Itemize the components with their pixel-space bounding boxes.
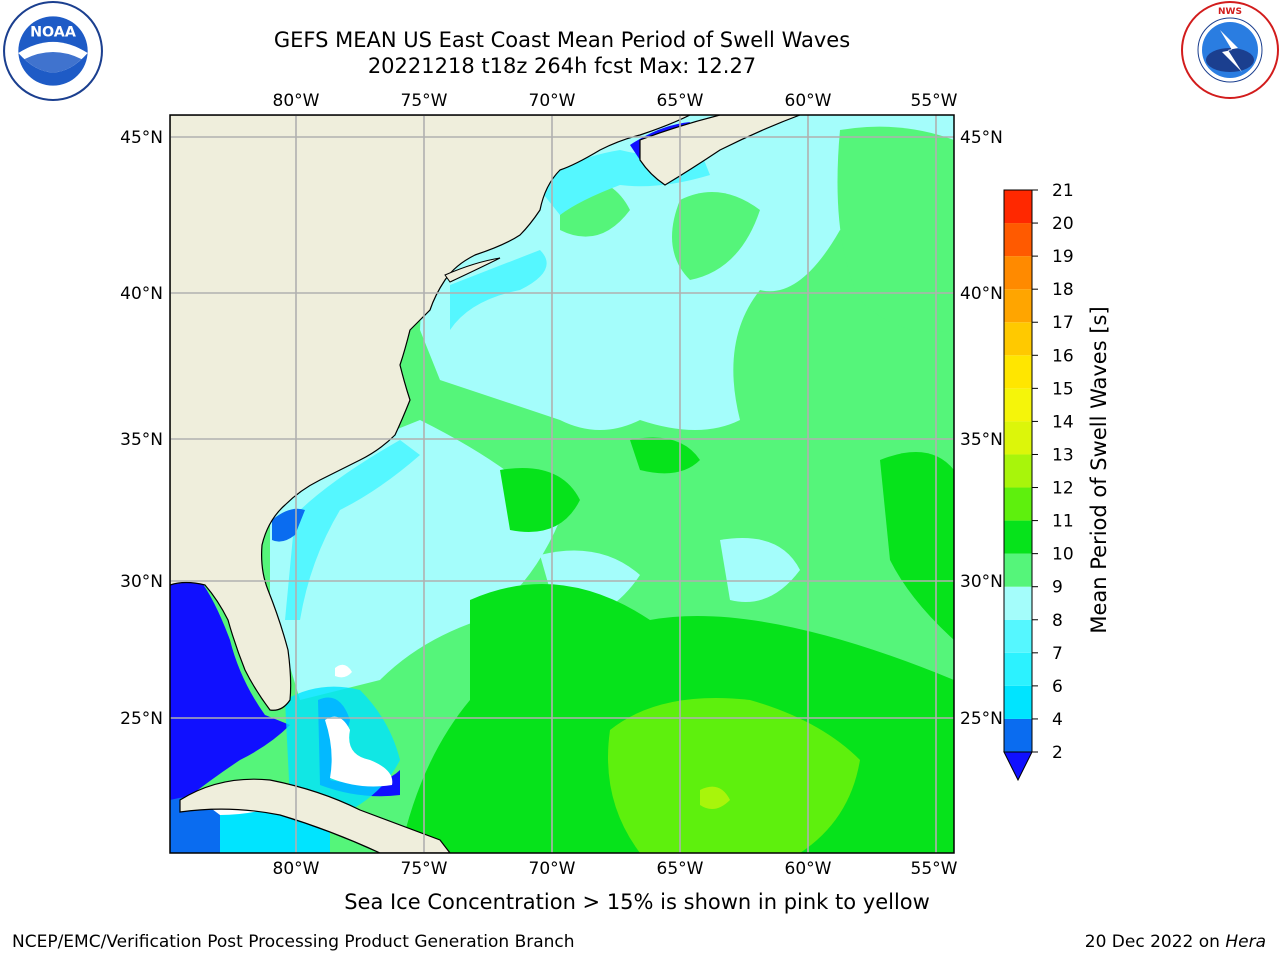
lon-label: 70°W (529, 859, 576, 879)
lon-labels-top: 80°W 75°W 70°W 65°W 60°W 55°W (273, 91, 958, 111)
field-lime (608, 698, 860, 853)
lat-label: 30°N (120, 572, 163, 592)
lon-label: 60°W (785, 91, 832, 111)
colorbar-tick-label: 12 (1052, 479, 1074, 499)
lon-label: 55°W (911, 91, 958, 111)
footer-credit: NCEP/EMC/Verification Post Processing Pr… (12, 932, 575, 952)
field-cyan-coast-3 (285, 440, 420, 620)
lat-labels-right: 45°N 40°N 35°N 30°N 25°N (960, 128, 1003, 729)
colorbar-tick-label: 2 (1052, 743, 1063, 763)
graticule (170, 115, 954, 853)
lat-labels-left: 45°N 40°N 35°N 30°N 25°N (120, 128, 163, 729)
lat-label: 35°N (960, 430, 1003, 450)
lon-label: 75°W (401, 91, 448, 111)
field-dkgreen-4 (630, 437, 700, 474)
sea-ice-note: Sea Ice Concentration > 15% is shown in … (344, 890, 930, 914)
colorbar-segment (1004, 520, 1032, 554)
colorbar-segment (1004, 190, 1032, 224)
colorbar-tick-label: 18 (1052, 280, 1074, 300)
colorbar-segment (1004, 322, 1032, 356)
field-lime-2 (700, 786, 730, 809)
field-cyan-cuba (220, 800, 330, 853)
lon-label: 70°W (529, 91, 576, 111)
colorbar-segment (1004, 223, 1032, 257)
lat-label: 45°N (960, 128, 1003, 148)
colorbar-segment (1004, 256, 1032, 290)
colorbar-label: Mean Period of Swell Waves [s] (1087, 306, 1111, 633)
field-green-n1 (672, 192, 760, 280)
colorbar-tick-label: 4 (1052, 710, 1063, 730)
lat-label: 40°N (960, 284, 1003, 304)
land-cuba (179, 778, 451, 853)
colorbar-segment (1004, 619, 1032, 653)
colorbar-tick-label: 14 (1052, 412, 1074, 432)
lat-label: 30°N (960, 572, 1003, 592)
chart-subtitle: 20221218 t18z 264h fcst Max: 12.27 (367, 54, 757, 78)
colorbar-tick-label: 19 (1052, 247, 1074, 267)
chart-title: GEFS MEAN US East Coast Mean Period of S… (273, 28, 851, 52)
bahamas-banks (325, 716, 393, 787)
field-light-cyan-4 (720, 538, 800, 602)
colorbar-segment (1004, 487, 1032, 521)
lat-label: 45°N (120, 128, 163, 148)
colorbar-tick-label: 16 (1052, 346, 1074, 366)
field-gulf-deep (170, 580, 290, 805)
colorbar-segment (1004, 355, 1032, 389)
lat-label: 25°N (120, 709, 163, 729)
colorbar-tick-label: 8 (1052, 611, 1063, 631)
colorbar-tick-label: 15 (1052, 379, 1074, 399)
field-green-n2 (837, 126, 954, 333)
nws-logo: NWS (1181, 1, 1279, 99)
bahamas-banks-2 (335, 664, 352, 678)
colorbar-tick-label: 21 (1052, 181, 1074, 201)
colorbar-segment (1004, 289, 1032, 323)
colorbar-tick-label: 11 (1052, 512, 1074, 532)
noaa-logo: NOAA (3, 1, 103, 101)
lat-label: 35°N (120, 430, 163, 450)
footer-date: 20 Dec 2022 on Hera (1085, 932, 1266, 952)
colorbar-segment (1004, 454, 1032, 488)
land-north-america (170, 115, 691, 711)
colorbar-tick-label: 6 (1052, 677, 1063, 697)
land-long-island (444, 257, 501, 283)
lat-label: 40°N (120, 284, 163, 304)
colorbar-tick-label: 7 (1052, 644, 1063, 664)
lon-label: 65°W (657, 91, 704, 111)
colorbar-under-arrow (1003, 751, 1033, 782)
colorbar-segment (1004, 685, 1032, 719)
lon-labels-bottom: 80°W 75°W 70°W 65°W 60°W 55°W (273, 859, 958, 879)
lon-label: 60°W (785, 859, 832, 879)
lon-label: 65°W (657, 859, 704, 879)
colorbar-tick-label: 17 (1052, 313, 1074, 333)
colorbar-tick-label: 9 (1052, 578, 1063, 598)
colorbar-tick-label: 10 (1052, 545, 1074, 565)
svg-text:NWS: NWS (1218, 7, 1242, 17)
colorbar-frame (1003, 189, 1033, 753)
field-dkgreen-1 (500, 468, 580, 532)
colorbar: 2 4 6 7 8 9 10 11 12 13 14 15 16 17 18 19 20 21 (1003, 181, 1074, 782)
lat-label: 25°N (960, 709, 1003, 729)
map-frame (169, 114, 955, 854)
field-cyan-coast-2 (450, 250, 547, 330)
footer-date-text: 20 Dec 2022 on (1084, 932, 1226, 952)
svg-text:NOAA: NOAA (30, 25, 76, 41)
lon-label: 80°W (273, 91, 320, 111)
colorbar-segment (1004, 718, 1032, 752)
lon-label: 55°W (911, 859, 958, 879)
colorbar-segment (1004, 586, 1032, 620)
colorbar-segment (1004, 388, 1032, 422)
colorbar-tick-label: 20 (1052, 214, 1074, 234)
colorbar-segment (1004, 553, 1032, 587)
map-area (170, 115, 954, 853)
footer-host: Hera (1225, 932, 1266, 952)
colorbar-segment (1004, 421, 1032, 455)
colorbar-tick-label: 13 (1052, 445, 1074, 465)
colorbar-segment (1004, 652, 1032, 686)
lon-label: 75°W (401, 859, 448, 879)
lon-label: 80°W (273, 859, 320, 879)
